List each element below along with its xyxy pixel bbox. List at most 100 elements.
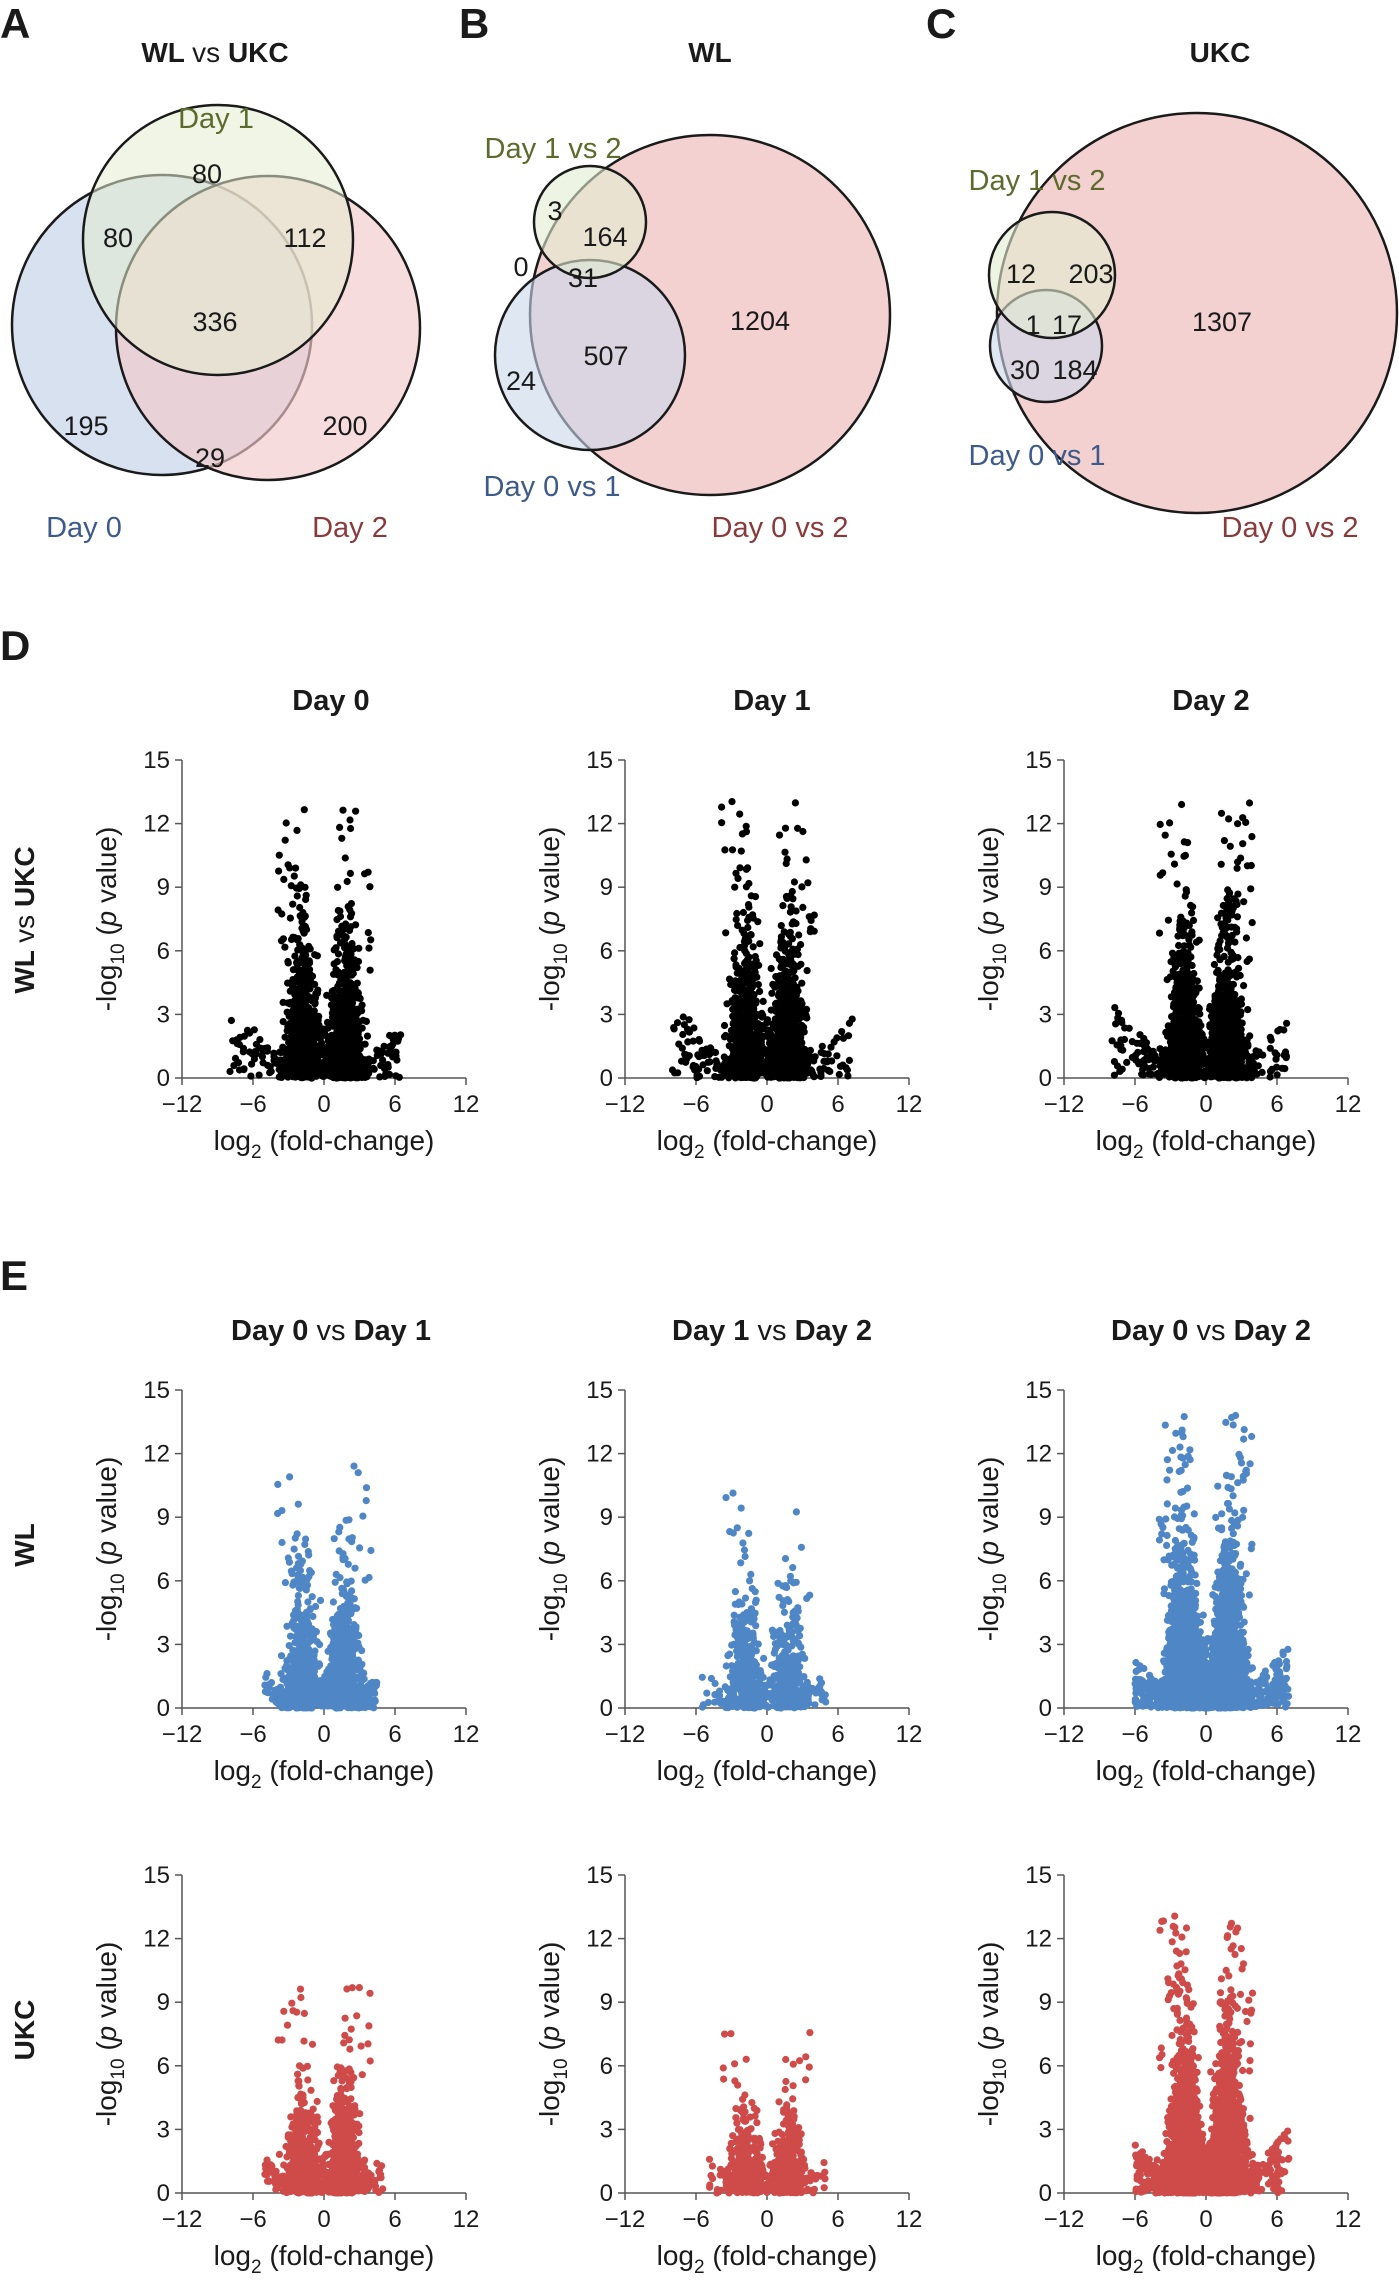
data-point (1189, 916, 1198, 925)
data-point (795, 931, 803, 939)
data-point (334, 906, 342, 915)
data-point (673, 1019, 682, 1027)
venn-a-count-day2-only: 200 (322, 411, 367, 441)
data-point (299, 949, 307, 957)
data-point (1111, 1004, 1119, 1012)
data-point (270, 1049, 278, 1057)
x-tick-label: 12 (453, 1091, 480, 1118)
data-point (333, 1028, 341, 1036)
data-point (789, 945, 797, 953)
data-point (746, 986, 754, 994)
data-point (845, 1056, 854, 1064)
data-point (1217, 860, 1225, 868)
data-point (319, 1045, 328, 1053)
data-point (781, 824, 790, 832)
data-point (1280, 1026, 1288, 1034)
data-point (353, 1051, 361, 1059)
data-point (807, 925, 815, 933)
data-point (744, 968, 753, 976)
data-point (1176, 917, 1184, 925)
data-point (1229, 1003, 1237, 1011)
data-point (289, 900, 297, 908)
data-point (748, 1074, 756, 1082)
data-point (693, 1074, 701, 1082)
data-point (346, 906, 354, 914)
data-point (365, 944, 373, 952)
data-point (699, 1061, 707, 1069)
data-point (341, 955, 349, 963)
data-point (798, 1021, 806, 1030)
y-tick-label: 15 (143, 747, 170, 774)
venn-a-label-day1: Day 1 (178, 103, 254, 135)
data-point (353, 1010, 361, 1018)
data-point (1273, 1071, 1281, 1079)
data-point (1238, 1035, 1247, 1043)
data-point (306, 976, 314, 984)
data-point (1171, 961, 1179, 969)
data-point (358, 1001, 366, 1009)
data-point (226, 1067, 234, 1076)
data-point (330, 986, 338, 994)
data-point (297, 977, 306, 985)
y-tick-label: 6 (157, 938, 170, 965)
data-point (1239, 1063, 1247, 1072)
venn-c-count-d12-d02: 203 (1068, 259, 1113, 289)
x-tick-label: 6 (388, 1091, 401, 1118)
data-point (838, 1028, 846, 1036)
data-point (748, 999, 756, 1008)
data-point (1218, 996, 1226, 1004)
data-point (766, 1030, 775, 1038)
data-point (827, 1043, 835, 1051)
data-point (330, 960, 338, 968)
data-point (1208, 1029, 1216, 1037)
y-tick-label: 0 (600, 1065, 613, 1092)
venn-c-label-d12: Day 1 vs 2 (969, 165, 1106, 197)
data-point (395, 1073, 403, 1081)
data-point (289, 1067, 297, 1076)
data-point (722, 929, 730, 937)
data-point (1222, 986, 1231, 994)
data-point (715, 1073, 723, 1081)
data-point (779, 1073, 788, 1081)
data-point (746, 1057, 754, 1065)
data-point (384, 1061, 392, 1069)
data-point (817, 1072, 825, 1080)
data-point (682, 1051, 690, 1059)
y-tick-label: 0 (157, 1065, 170, 1092)
data-point (731, 883, 739, 891)
data-point (341, 854, 349, 862)
data-point (298, 986, 306, 995)
data-point (320, 1058, 328, 1066)
data-point (742, 828, 751, 836)
data-point (1213, 1001, 1221, 1010)
data-point (334, 950, 343, 958)
data-point (359, 1016, 367, 1024)
venn-b-count-d01-only: 24 (506, 366, 536, 396)
venn-b-count-d02-only: 1204 (730, 306, 790, 336)
data-points (668, 798, 856, 1082)
data-point (367, 936, 375, 944)
data-point (743, 1011, 752, 1020)
data-point (1235, 1024, 1243, 1032)
data-point (756, 987, 764, 996)
data-point (299, 927, 307, 935)
data-point (1240, 982, 1248, 990)
data-point (348, 940, 356, 948)
data-point (782, 991, 791, 999)
data-point (1217, 920, 1225, 928)
data-point (277, 937, 286, 945)
data-point (292, 864, 300, 872)
data-point (788, 920, 796, 928)
data-point (301, 1060, 310, 1068)
data-point (1213, 951, 1221, 959)
data-point (230, 1062, 238, 1070)
venn-c (987, 111, 1399, 515)
data-point (336, 1004, 344, 1012)
data-point (794, 824, 802, 832)
data-point (1186, 1014, 1194, 1022)
data-point (804, 879, 812, 887)
data-point (756, 940, 764, 948)
data-point (346, 869, 354, 878)
data-point (358, 1070, 366, 1078)
